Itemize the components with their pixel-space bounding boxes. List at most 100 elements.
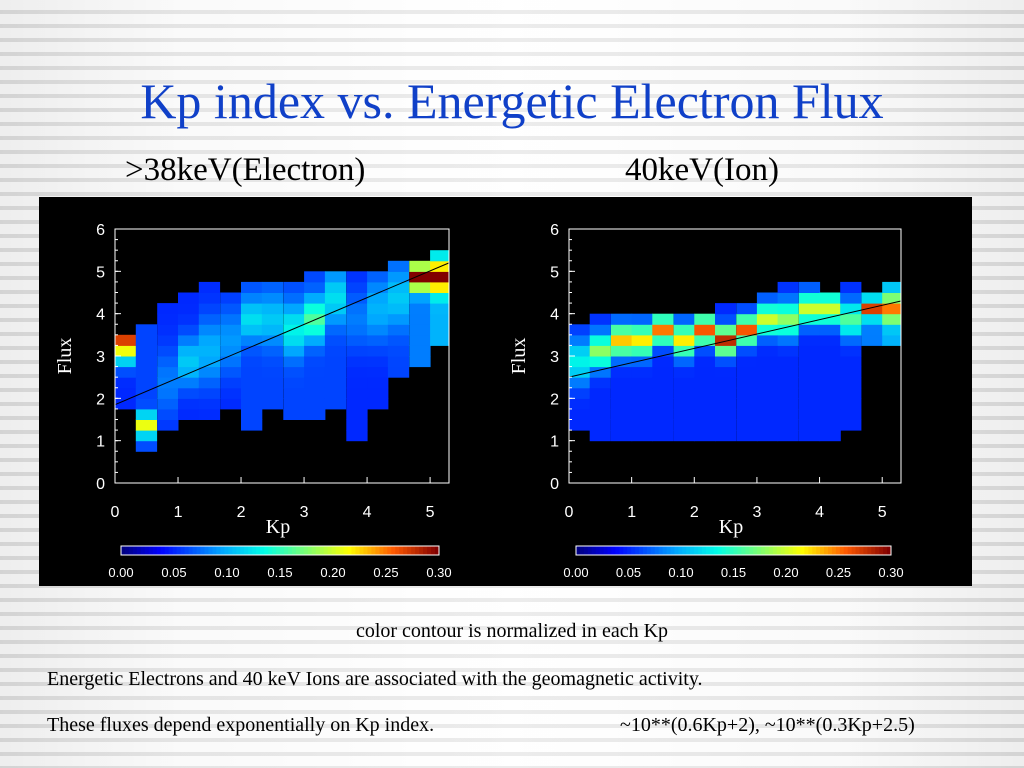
heatmap-cell xyxy=(736,313,758,325)
colorbar-segment xyxy=(792,546,797,555)
heatmap-cell xyxy=(324,281,347,293)
colorbar-segment xyxy=(375,546,380,555)
colorbar-segment xyxy=(800,546,805,555)
colorbar-segment xyxy=(646,546,652,555)
heatmap-cell xyxy=(367,281,389,293)
heatmap-cell xyxy=(673,334,695,346)
slide-title: Kp index vs. Energetic Electron Flux xyxy=(140,73,884,129)
heatmap-cell xyxy=(777,313,799,325)
colorbar-segment xyxy=(244,546,249,555)
heatmap-cell xyxy=(409,271,431,283)
heatmap-cell xyxy=(157,366,179,378)
heatmap-cell xyxy=(283,334,305,346)
x-tick-label: 3 xyxy=(752,504,761,521)
heatmap-cell xyxy=(631,334,653,346)
heatmap-cell xyxy=(324,313,347,325)
colorbar-segment xyxy=(603,546,608,555)
heatmap-cell xyxy=(409,356,431,368)
colorbar-segment xyxy=(208,546,213,555)
heatmap-cell xyxy=(882,303,902,315)
colorbar-segment xyxy=(180,546,186,555)
colorbar-segment xyxy=(627,546,632,555)
heatmap-cell xyxy=(673,324,695,336)
heatmap-cell xyxy=(178,334,200,346)
heatmap-cell xyxy=(430,303,450,315)
heatmap-cell xyxy=(756,356,779,368)
heatmap-cell xyxy=(178,398,200,410)
heatmap-cell xyxy=(241,281,263,293)
heatmap-cell xyxy=(589,408,611,420)
colorbar-segment xyxy=(765,546,770,555)
heatmap-cell xyxy=(241,313,263,325)
colorbar-segment xyxy=(843,546,849,555)
heatmap-cell xyxy=(261,345,284,357)
heatmap-cell xyxy=(157,387,179,399)
colorbar-segment xyxy=(160,546,166,555)
heatmap-cell xyxy=(198,313,221,325)
colorbar-segment xyxy=(599,546,604,555)
figure-caption: color contour is normalized in each Kp xyxy=(355,620,669,642)
y-tick-label: 3 xyxy=(550,349,559,366)
heatmap-cell xyxy=(652,345,674,357)
heatmap-cell xyxy=(261,313,284,325)
heatmap-cell xyxy=(694,419,716,431)
heatmap-cell xyxy=(283,377,305,389)
y-tick-label: 3 xyxy=(96,349,105,366)
heatmap-cell xyxy=(611,387,633,399)
colorbar-segment xyxy=(287,546,293,555)
colorbar-segment xyxy=(200,546,205,555)
heatmap-cell xyxy=(756,377,779,389)
colorbar-segment xyxy=(399,546,404,555)
heatmap-cell xyxy=(715,387,737,399)
heatmap-cell xyxy=(631,324,653,336)
colorbar-segment xyxy=(307,546,313,555)
heatmap-cell xyxy=(840,356,862,368)
heatmap-cell xyxy=(756,303,779,315)
colorbar-segment xyxy=(595,546,601,555)
heatmap-cell xyxy=(346,271,368,283)
heatmap-cell xyxy=(652,408,674,420)
heatmap-cell xyxy=(241,324,263,336)
heatmap-cell xyxy=(569,356,591,368)
heatmap-cell xyxy=(715,398,737,410)
heatmap-cell xyxy=(611,334,633,346)
heatmap-cell xyxy=(694,430,716,442)
heatmap-cell xyxy=(882,334,902,346)
colorbar-segment xyxy=(228,546,233,555)
heatmap-cell xyxy=(631,345,653,357)
heatmap-cell xyxy=(611,356,633,368)
heatmap-cell xyxy=(178,292,200,304)
heatmap-cell xyxy=(198,377,221,389)
x-tick-label: 2 xyxy=(237,504,246,521)
colorbar-segment xyxy=(717,546,723,555)
colorbar-segment xyxy=(272,546,277,555)
heatmap-cell xyxy=(304,387,326,399)
heatmap-cell xyxy=(304,366,326,378)
heatmap-cell xyxy=(777,419,799,431)
heatmap-cell xyxy=(777,398,799,410)
colorbar-segment xyxy=(395,546,400,555)
heatmap-cell xyxy=(115,387,137,399)
heatmap-cell xyxy=(569,387,591,399)
heatmap-cell xyxy=(241,419,263,431)
heatmap-cell xyxy=(367,313,389,325)
heatmap-cell xyxy=(611,324,633,336)
heatmap-cell xyxy=(673,398,695,410)
heatmap-cell xyxy=(673,430,695,442)
colorbar-segment xyxy=(220,546,225,555)
heatmap-cell xyxy=(178,387,200,399)
colorbar-segment xyxy=(248,546,253,555)
heatmap-cell xyxy=(798,303,821,315)
colorbar-segment xyxy=(702,546,707,555)
colorbar-segment xyxy=(164,546,170,555)
heatmap-cell xyxy=(652,387,674,399)
heatmap-cell xyxy=(283,408,305,420)
heatmap-cell xyxy=(694,324,716,336)
heatmap-cell xyxy=(882,281,902,293)
heatmap-cell xyxy=(756,345,779,357)
heatmap-cell xyxy=(220,324,242,336)
heatmap-cell xyxy=(777,356,799,368)
heatmap-cell xyxy=(409,260,431,272)
heatmap-figure: 0 1 2 3 4 5 6 0 1 2 3 4 5 Kp Flux 0.00 0.05 0.10 0.15 0.20 0… xyxy=(54,222,904,580)
colorbar-segment xyxy=(772,546,778,555)
